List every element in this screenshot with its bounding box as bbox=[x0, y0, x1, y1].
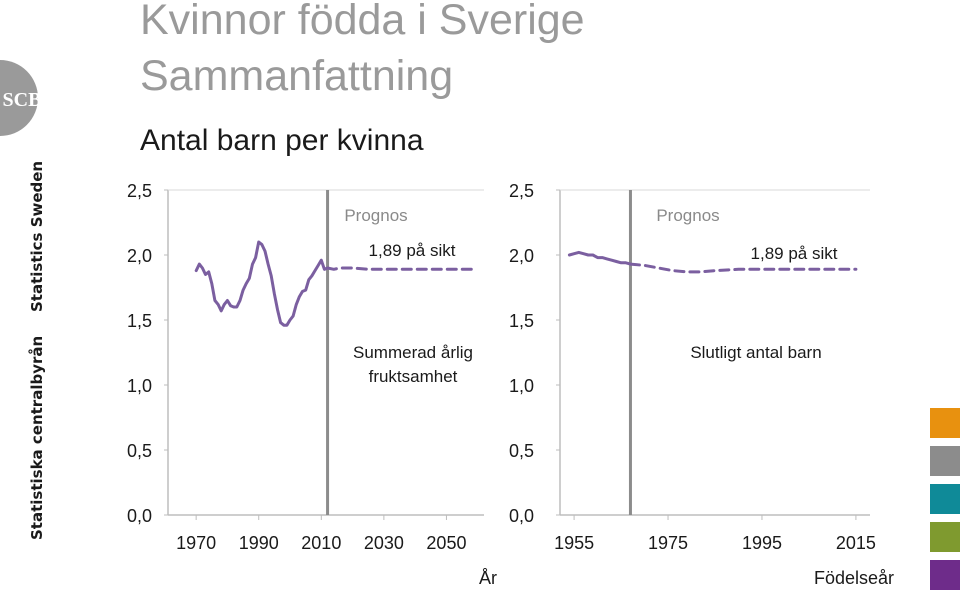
color-swatch-1 bbox=[930, 446, 960, 476]
chart2-y-tick-label: 2,5 bbox=[509, 181, 534, 201]
chart1-prognos-label: Prognos bbox=[344, 206, 407, 225]
chart1-x-axis-label: År bbox=[479, 568, 497, 588]
chart1-x-tick-label: 2030 bbox=[364, 533, 404, 553]
chart1-forecast-line bbox=[326, 266, 473, 271]
chart2-observed-line bbox=[567, 250, 632, 266]
chart2-x-tick-label: 1975 bbox=[648, 533, 688, 553]
chart2-long-run-label: 1,89 på sikt bbox=[751, 244, 838, 263]
chart1-series-label-line-2: fruktsamhet bbox=[369, 367, 458, 386]
color-swatches bbox=[930, 408, 960, 598]
scb-logo-text: SCB bbox=[3, 89, 42, 111]
chart1-y-tick-label: 1,5 bbox=[127, 311, 152, 331]
brand-vertical-text: Statistiska centralbyrån Statistics Swed… bbox=[12, 160, 52, 550]
chart2-series-label: Slutligt antal barn bbox=[690, 343, 821, 362]
chart2-y-tick-label: 0,0 bbox=[509, 506, 534, 526]
chart1-y-tick-label: 1,0 bbox=[127, 376, 152, 396]
chart2-prognos-label: Prognos bbox=[656, 206, 719, 225]
scb-logo-icon: SCB bbox=[0, 60, 52, 136]
section-subtitle: Antal barn per kvinna bbox=[140, 124, 424, 157]
chart1-long-run-label: 1,89 på sikt bbox=[369, 241, 456, 260]
color-swatch-4 bbox=[930, 560, 960, 590]
chart1-x-tick-label: 2050 bbox=[426, 533, 466, 553]
color-swatch-2 bbox=[930, 484, 960, 514]
chart1-series-label-line-1: Summerad årlig bbox=[353, 343, 473, 362]
chart2-y-tick-label: 2,0 bbox=[509, 246, 534, 266]
chart2-x-tick-label: 1995 bbox=[742, 533, 782, 553]
chart2-y-tick-label: 1,5 bbox=[509, 311, 534, 331]
color-swatch-3 bbox=[930, 522, 960, 552]
chart1-y-tick-label: 2,5 bbox=[127, 181, 152, 201]
title-line-2: Sammanfattning bbox=[140, 52, 454, 100]
chart2-forecast-line bbox=[629, 262, 858, 274]
chart1-x-tick-label: 1970 bbox=[176, 533, 216, 553]
chart1-x-tick-label: 1990 bbox=[239, 533, 279, 553]
chart2-y-tick-label: 0,5 bbox=[509, 441, 534, 461]
chart1-y-tick-label: 0,0 bbox=[127, 506, 152, 526]
chart2-x-tick-label: 2015 bbox=[836, 533, 876, 553]
title-line-1: Kvinnor födda i Sverige bbox=[140, 0, 585, 44]
chart1-y-tick-label: 0,5 bbox=[127, 441, 152, 461]
chart1-observed-line bbox=[194, 240, 330, 327]
chart2-x-tick-label: 1955 bbox=[554, 533, 594, 553]
chart2-y-tick-label: 1,0 bbox=[509, 376, 534, 396]
chart2-x-axis-label: Födelseår bbox=[814, 568, 894, 588]
brand-line-2: Statistics Sweden bbox=[28, 161, 46, 312]
chart1-y-tick-label: 2,0 bbox=[127, 246, 152, 266]
brand-line-1: Statistiska centralbyrån bbox=[28, 336, 46, 540]
chart1-x-tick-label: 2010 bbox=[301, 533, 341, 553]
page-title: Kvinnor födda i Sverige Sammanfattning bbox=[140, 0, 585, 104]
color-swatch-0 bbox=[930, 408, 960, 438]
